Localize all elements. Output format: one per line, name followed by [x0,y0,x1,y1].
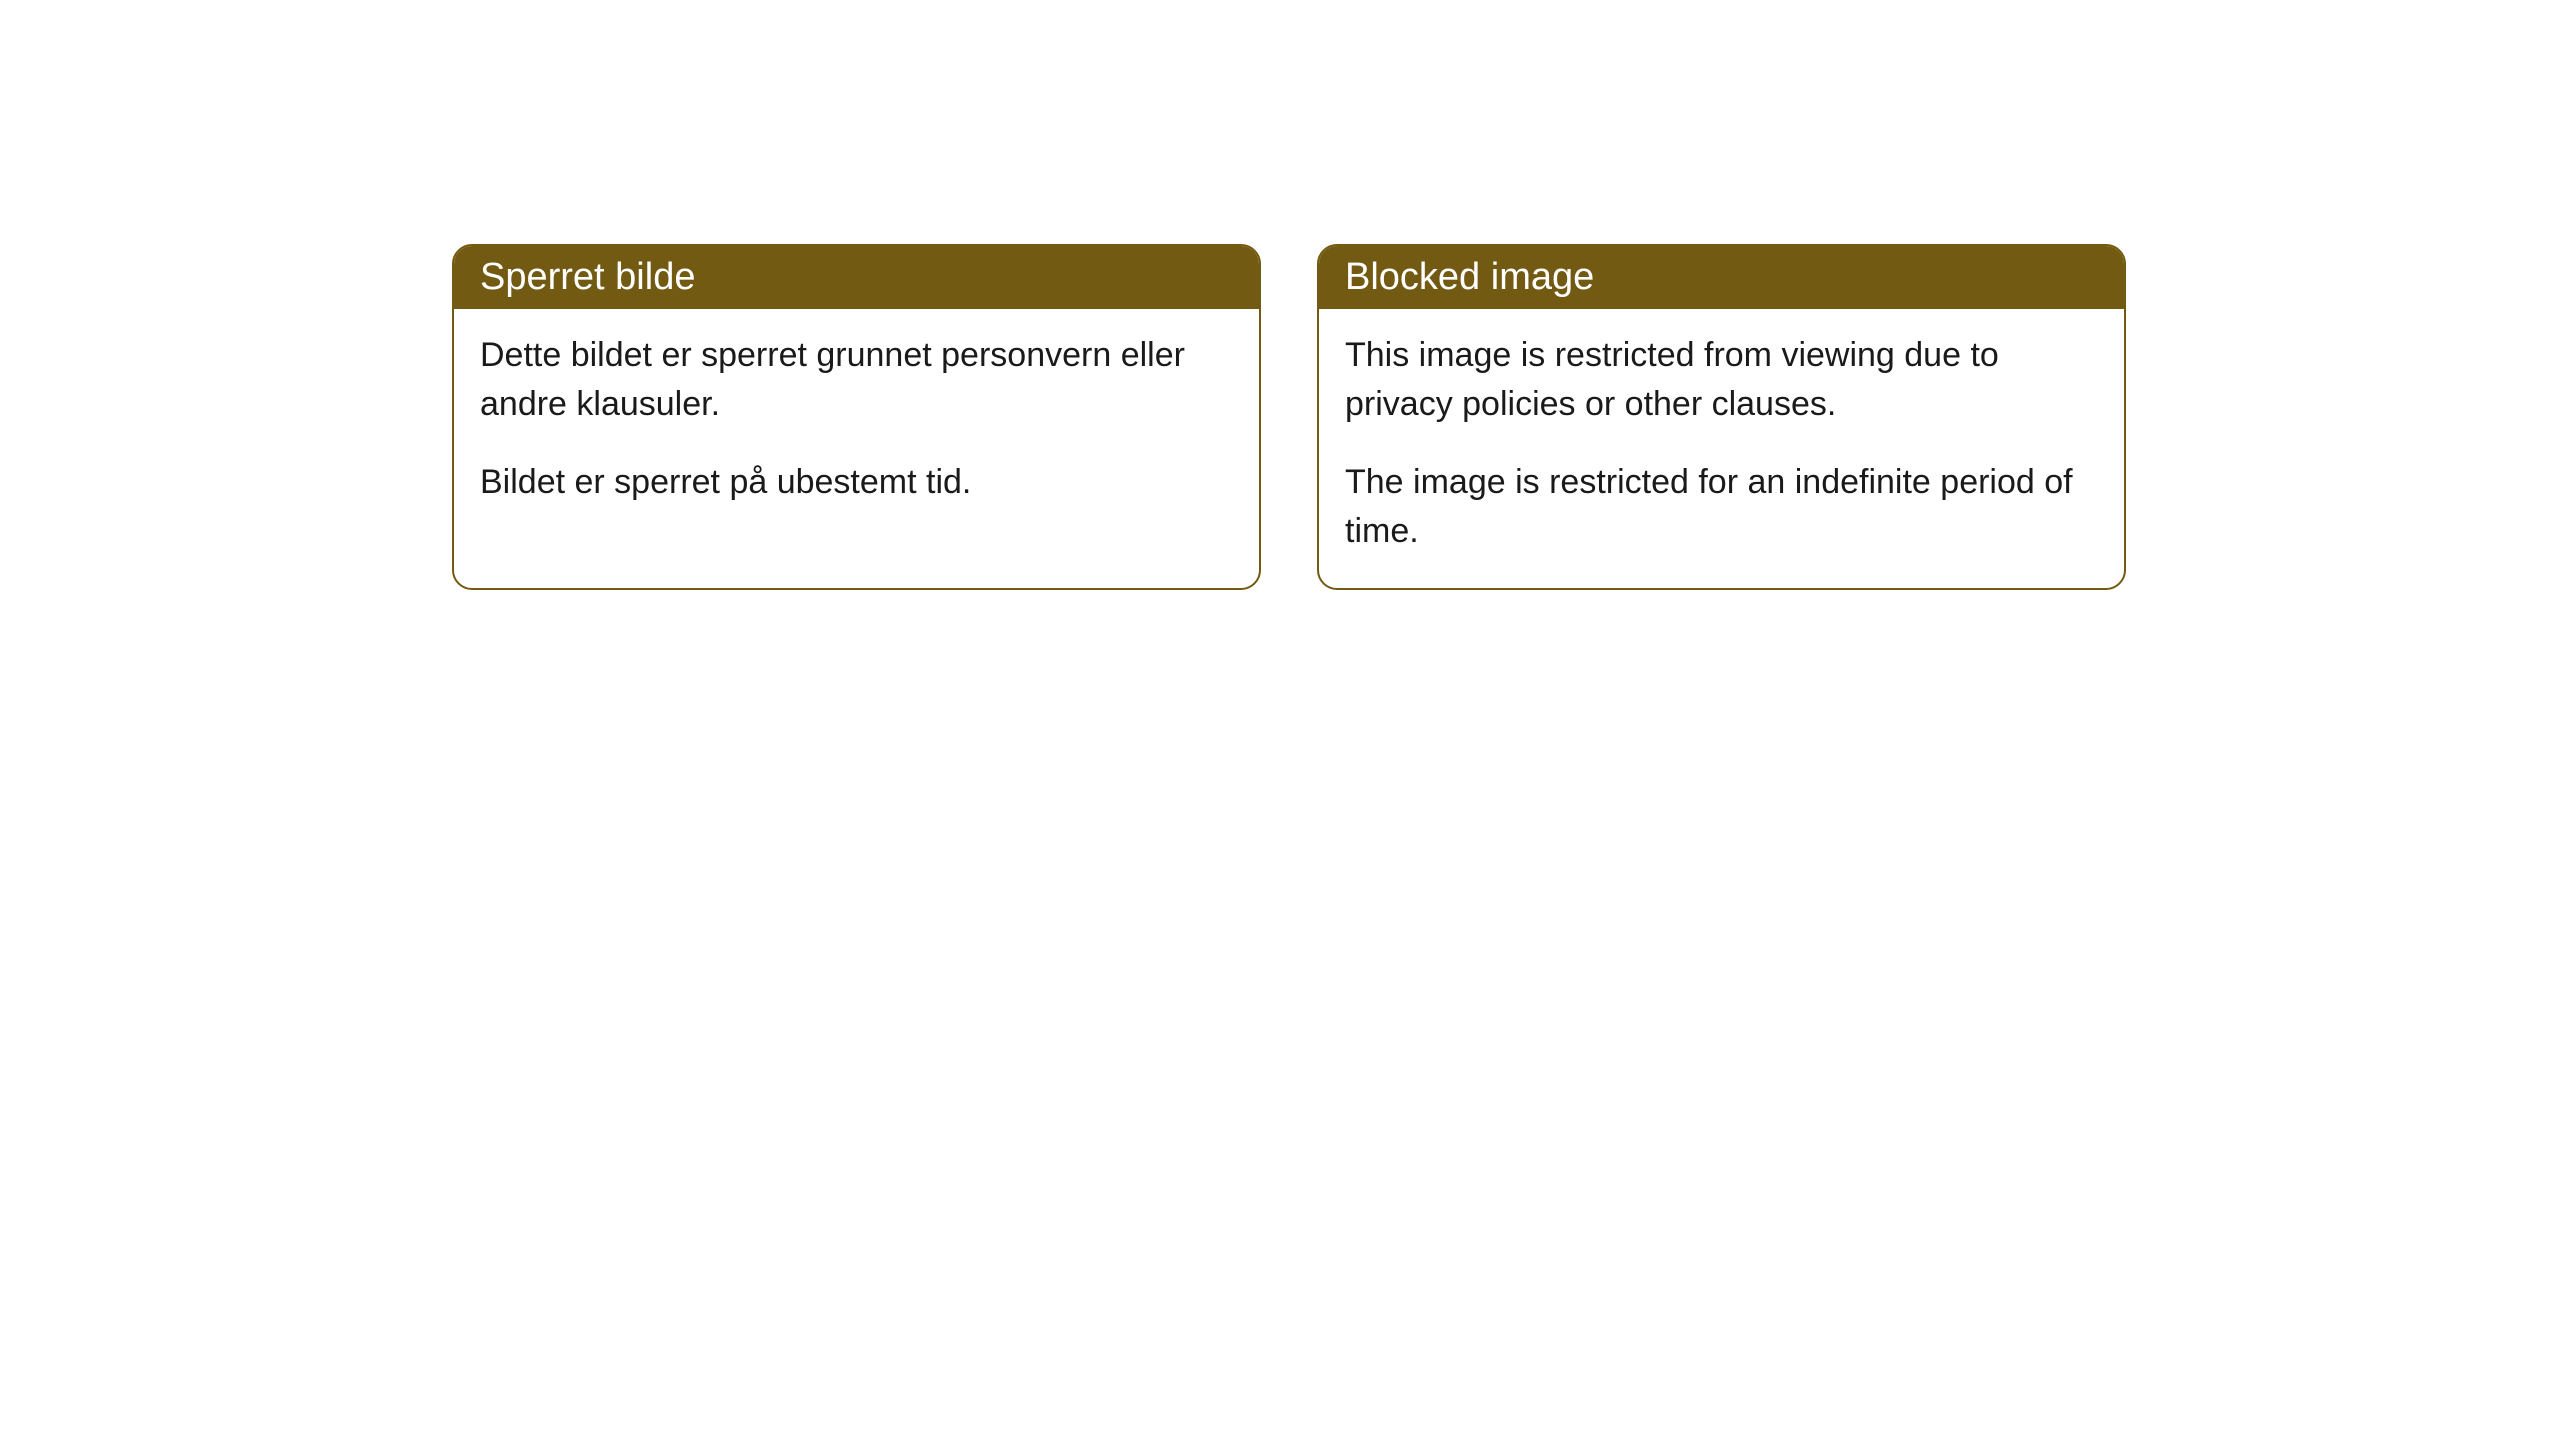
notice-cards-container: Sperret bilde Dette bildet er sperret gr… [452,244,2126,590]
card-text-line2-english: The image is restricted for an indefinit… [1345,458,2098,557]
card-header-norwegian: Sperret bilde [454,246,1259,309]
card-body-english: This image is restricted from viewing du… [1319,309,2124,588]
card-text-line1-english: This image is restricted from viewing du… [1345,331,2098,430]
notice-card-english: Blocked image This image is restricted f… [1317,244,2126,590]
card-text-line1-norwegian: Dette bildet er sperret grunnet personve… [480,331,1233,430]
card-text-line2-norwegian: Bildet er sperret på ubestemt tid. [480,458,1233,507]
card-body-norwegian: Dette bildet er sperret grunnet personve… [454,309,1259,539]
notice-card-norwegian: Sperret bilde Dette bildet er sperret gr… [452,244,1261,590]
card-header-english: Blocked image [1319,246,2124,309]
